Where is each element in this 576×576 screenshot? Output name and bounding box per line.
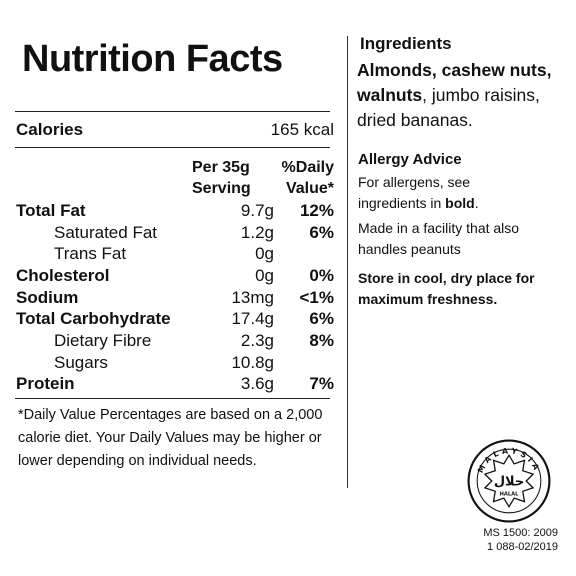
column-divider [347,36,348,488]
nutrient-row-total-carbohydrate: Total Carbohydrate 17.4g 6% [16,309,334,328]
divider [15,147,330,148]
halal-latin-word: HALAL [500,492,520,498]
nutrition-facts-title: Nutrition Facts [22,38,283,80]
calories-label: Calories [16,120,84,139]
svg-text:MALAYSIA: MALAYSIA [476,446,543,474]
nutrient-row-cholesterol: Cholesterol 0g 0% [16,266,334,285]
nutrient-row-sodium: Sodium 13mg <1% [16,288,334,307]
nutrient-row-sugars: Sugars 10.8g [54,353,274,372]
calories-value: 165 kcal [270,120,334,139]
divider [15,111,330,112]
serving-column-header: Per 35g Serving [192,159,251,197]
allergy-advice-text: For allergens, see ingredients in bold. [358,174,479,211]
nutrient-row-saturated-fat: Saturated Fat 1.2g 6% [54,223,334,242]
halal-certificate-number: MS 1500: 2009 1 088-02/2019 [483,527,558,553]
halal-arabic-word: حلال [494,474,524,489]
daily-value-footnote: *Daily Value Percentages are based on a … [18,407,323,469]
nutrient-row-dietary-fibre: Dietary Fibre 2.3g 8% [54,331,334,350]
nutrient-row-protein: Protein 3.6g 7% [16,374,334,393]
ingredients-title: Ingredients [360,34,452,53]
nutrient-row-total-fat: Total Fat 9.7g 12% [16,201,334,220]
nutrient-row-trans-fat: Trans Fat 0g [54,244,274,263]
divider [15,398,330,399]
halal-logo-icon: MALAYSIA حلال HALAL [467,439,551,523]
ingredients-list: Almonds, cashew nuts, walnuts, jumbo rais… [357,60,552,130]
daily-value-column-header: %Daily Value* [281,159,334,197]
allergy-advice-title: Allergy Advice [358,151,462,168]
storage-instructions: Store in cool, dry place for maximum fre… [358,270,535,307]
facility-notice: Made in a facility that also handles pea… [358,220,520,257]
halal-arc-text: MALAYSIA [476,446,539,474]
